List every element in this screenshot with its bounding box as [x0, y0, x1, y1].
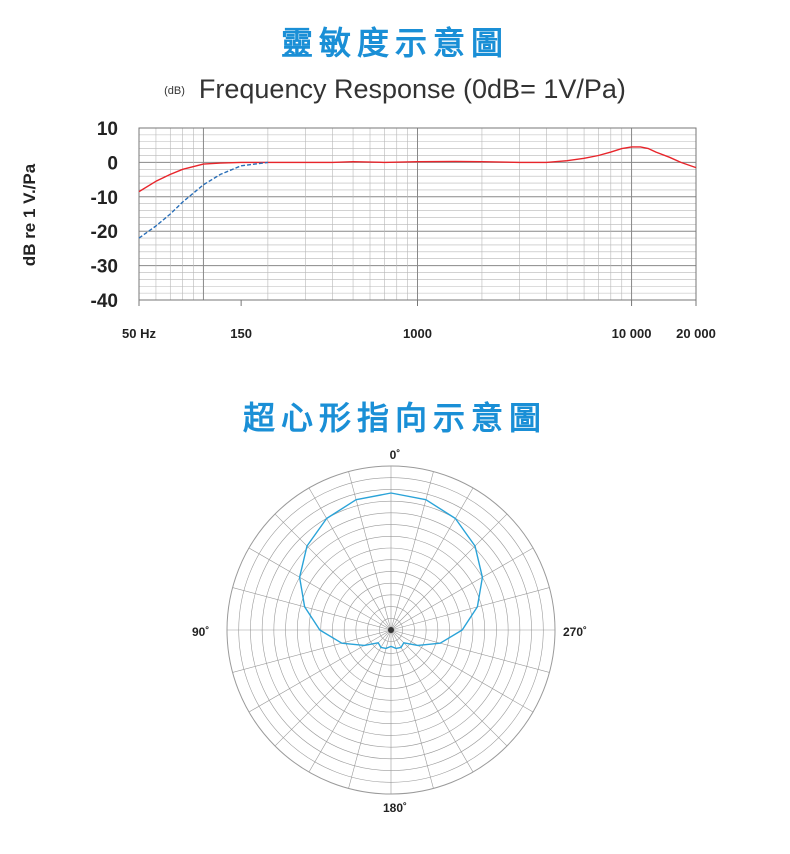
polar-grid-spoke	[348, 471, 392, 631]
lowcut-response-line	[138, 161, 268, 239]
polar-grid-spoke	[390, 629, 508, 747]
y-tick-label: 0	[107, 153, 118, 174]
polar-grid-spoke	[232, 629, 392, 673]
polar-grid-spoke	[390, 629, 434, 789]
polar-grid-spoke	[308, 629, 392, 773]
y-tick-label: -20	[91, 222, 118, 243]
y-tick-label: -40	[91, 291, 118, 312]
polar-grid-spoke	[390, 471, 434, 631]
polar-grid-spoke	[248, 547, 392, 631]
polar-grid-spoke	[232, 587, 392, 631]
polar-center	[388, 627, 394, 633]
polar-grid-spoke	[274, 513, 392, 631]
angle-label-0: 0˚	[389, 448, 401, 462]
polar-grid-spoke	[390, 513, 508, 631]
x-tick-label: 50 Hz	[122, 326, 156, 341]
polar-grid-spoke	[390, 629, 534, 713]
x-tick-label: 20 000	[676, 326, 716, 341]
polar-grid-spoke	[390, 587, 550, 631]
frequency-response-chart: 10 0 -10 -20 -30 -40 50 Hz 150 1000 10 000 20 000	[91, 119, 716, 341]
x-tick-label: 1000	[403, 326, 432, 341]
frequency-response-heading: (dB) Frequency Response (0dB= 1V/Pa)	[0, 74, 790, 105]
polar-grid-spoke	[308, 487, 392, 631]
x-tick-label: 10 000	[612, 326, 652, 341]
angle-label-180: 180˚	[382, 801, 408, 815]
polar-grid-spoke	[248, 629, 392, 713]
polar-grid-spoke	[390, 629, 550, 673]
y-tick-label: -10	[91, 188, 118, 209]
polar-chart-title: 超心形指向示意圖	[242, 399, 547, 437]
polar-grid-spoke	[274, 629, 392, 747]
supercardioid-pattern-line	[298, 492, 484, 650]
x-tick-label: 150	[230, 326, 252, 341]
angle-label-90: 90˚	[192, 625, 210, 639]
frequency-response-title: Frequency Response (0dB= 1V/Pa)	[198, 74, 626, 104]
y-tick-label: 10	[97, 119, 118, 140]
polar-grid-spoke	[390, 547, 534, 631]
y-tick-label: -30	[91, 257, 118, 278]
y-unit-label: (dB)	[164, 84, 185, 97]
polar-grid-spoke	[390, 487, 474, 631]
angle-label-270: 270˚	[563, 625, 588, 639]
polar-grid-spoke	[390, 629, 474, 773]
frequency-chart-title: 靈敏度示意圖	[280, 24, 509, 62]
polar-grid-spoke	[348, 629, 392, 789]
frequency-response-line	[138, 146, 697, 193]
